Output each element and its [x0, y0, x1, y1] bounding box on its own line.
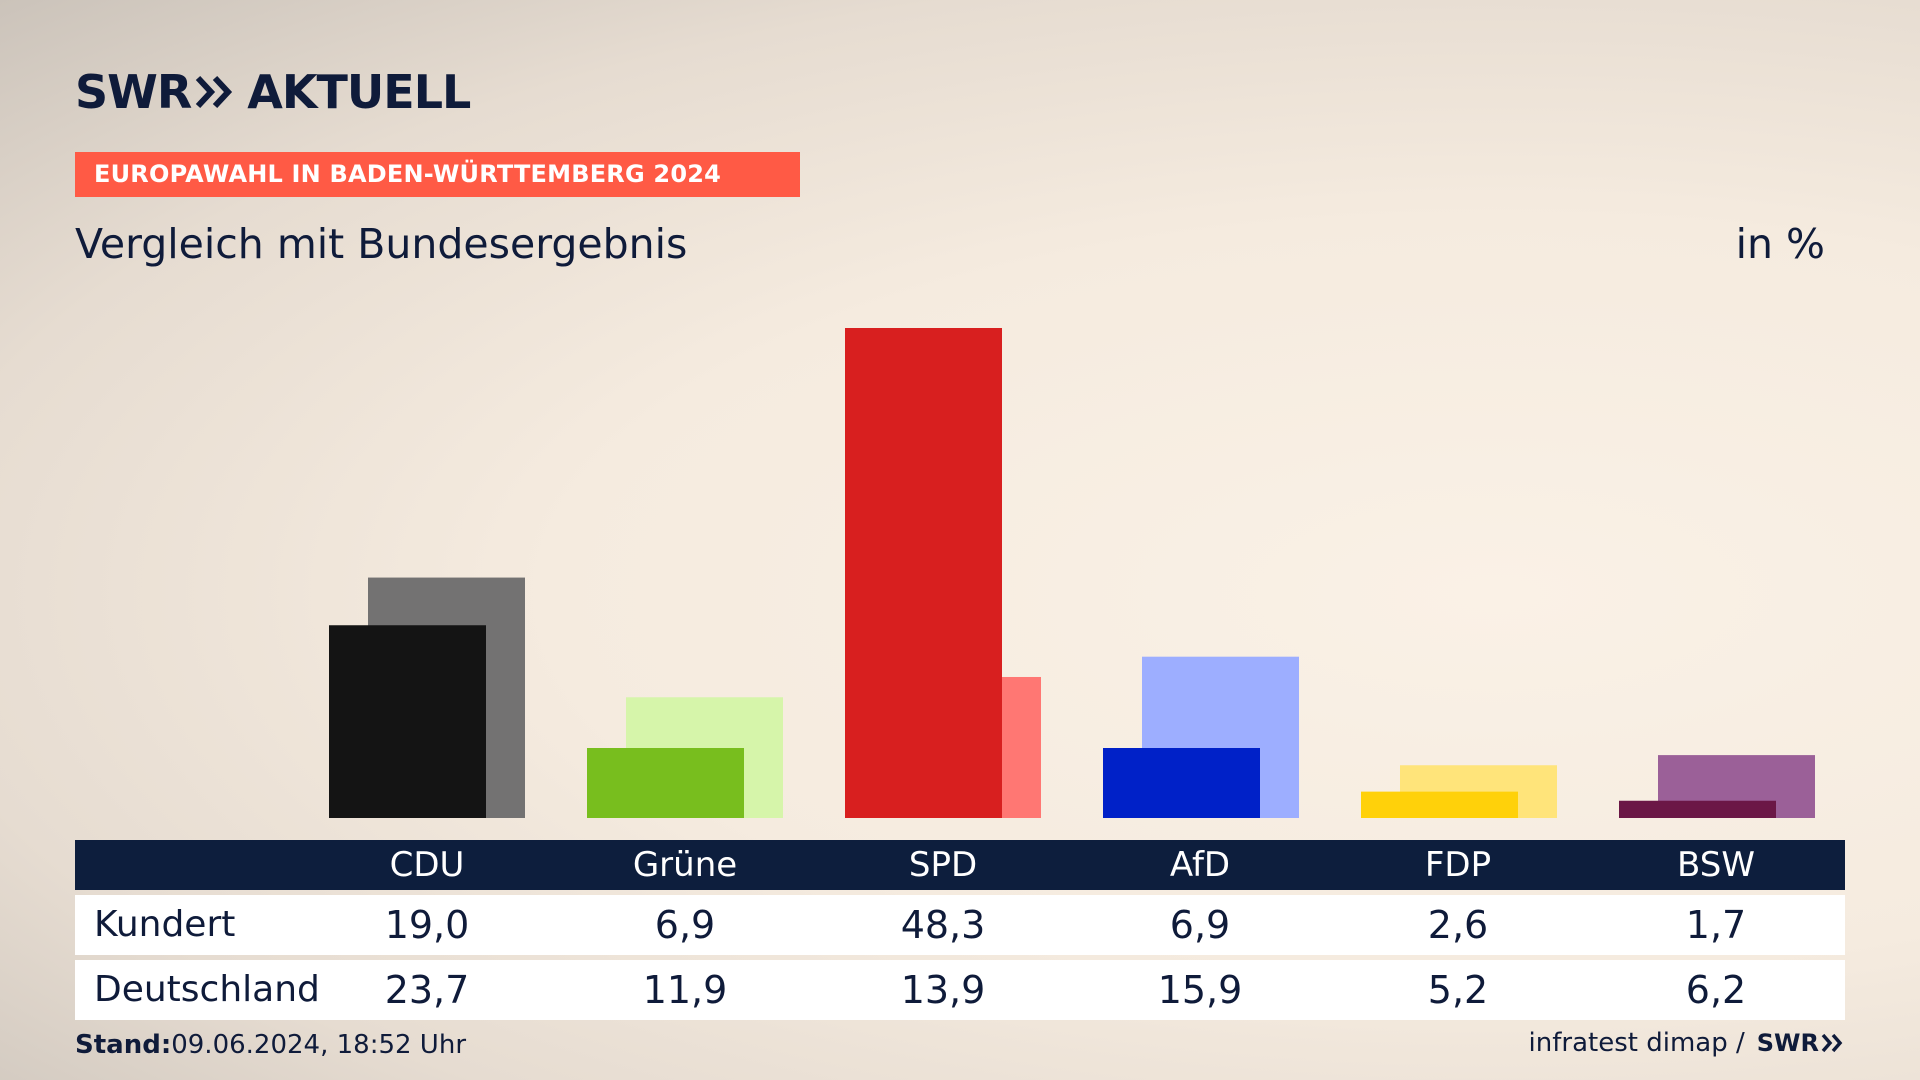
table-cell: 13,9 — [900, 968, 986, 1012]
table-cell: 2,6 — [1427, 903, 1489, 947]
bar-kundert-cdu — [329, 625, 486, 818]
table-cell: 6,9 — [1169, 903, 1231, 947]
table-row: Kundert 19,0 6,9 48,3 6,9 2,6 1,7 — [75, 895, 1845, 955]
double-chevron-icon — [195, 75, 235, 109]
swr-aktuell-logo: SWR AKTUELL — [75, 62, 471, 122]
source-credit: infratest dimap / SWR — [1529, 1028, 1845, 1058]
bar-kundert-grüne — [587, 748, 744, 818]
source-brand: SWR — [1757, 1029, 1845, 1057]
table-header-row: CDU Grüne SPD AfD FDP BSW — [75, 840, 1845, 890]
chart-title: Vergleich mit Bundesergebnis — [75, 220, 688, 268]
stand-label: Stand: — [75, 1030, 172, 1060]
bar-kundert-spd — [845, 328, 1002, 818]
table-header-1: Grüne — [632, 845, 738, 885]
table-cell: 11,9 — [642, 968, 728, 1012]
table-cell: 6,9 — [654, 903, 716, 947]
source-brand-text: SWR — [1756, 1029, 1819, 1057]
bar-chart — [329, 328, 1815, 818]
table-cell: 6,2 — [1685, 968, 1747, 1012]
logo-aktuell-text: AKTUELL — [247, 65, 471, 119]
bar-kundert-fdp — [1361, 791, 1518, 818]
row-label: Kundert — [94, 904, 236, 945]
table-header-5: BSW — [1677, 845, 1755, 885]
kicker-banner: EUROPAWAHL IN BADEN-WÜRTTEMBERG 2024 — [75, 152, 800, 197]
stand-value: 09.06.2024, 18:52 Uhr — [171, 1030, 467, 1060]
table-cell: 23,7 — [384, 968, 470, 1012]
row-label: Deutschland — [94, 969, 320, 1010]
table-cell: 15,9 — [1157, 968, 1243, 1012]
logo-swr-text: SWR — [75, 65, 192, 119]
unit-label: in % — [1735, 220, 1825, 268]
table-header-2: SPD — [908, 845, 978, 885]
table-row: Deutschland 23,7 11,9 13,9 15,9 5,2 6,2 — [75, 960, 1845, 1020]
table-cell: 5,2 — [1427, 968, 1489, 1012]
bar-kundert-bsw — [1619, 800, 1776, 818]
double-chevron-small-icon — [1821, 1033, 1843, 1053]
table-header-3: AfD — [1169, 845, 1231, 885]
table-header-4: FDP — [1424, 845, 1492, 885]
source-text: infratest dimap / — [1528, 1028, 1745, 1058]
table-header-0: CDU — [389, 845, 465, 885]
bar-kundert-afd — [1103, 748, 1260, 818]
timestamp: Stand:09.06.2024, 18:52 Uhr — [75, 1030, 466, 1060]
table-cell: 48,3 — [900, 903, 986, 947]
table-cell: 19,0 — [384, 903, 470, 947]
table-cell: 1,7 — [1685, 903, 1747, 947]
results-table: CDU Grüne SPD AfD FDP BSW Kundert 19,0 6,9 48,3 6… — [75, 840, 1845, 1020]
